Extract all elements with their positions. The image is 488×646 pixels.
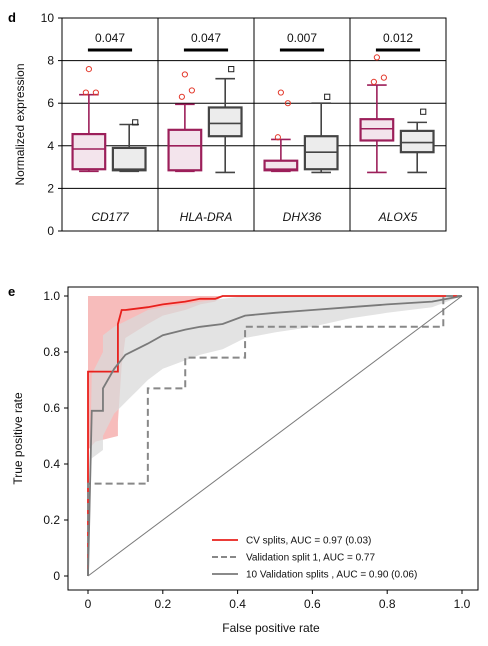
- outlier-point: [132, 119, 139, 126]
- y-tick-label: 2: [47, 181, 54, 195]
- box-iqr: [71, 132, 107, 171]
- outlier-point: [380, 74, 387, 81]
- p-value-label: 0.047: [191, 31, 221, 45]
- y-tick-label: 10: [41, 11, 55, 25]
- x-tick-label: 0.6: [304, 597, 321, 611]
- y-tick-label: 6: [47, 96, 54, 110]
- x-tick-label: 0.8: [379, 597, 396, 611]
- y-tick-label: 1.0: [43, 289, 60, 303]
- box-iqr: [167, 128, 203, 172]
- x-axis-label: False positive rate: [222, 621, 320, 635]
- y-tick-label: 0: [53, 569, 60, 583]
- panel-d-boxplot: 0 2 4 6 8 10 Normalized expression 0.047 CD177 0.…: [13, 11, 447, 238]
- p-value-label: 0.007: [287, 31, 317, 45]
- y-tick-label: 8: [47, 54, 54, 68]
- y-tick-label: 0.2: [43, 513, 60, 527]
- outlier-point: [284, 100, 291, 107]
- y-tick-label: 4: [47, 139, 54, 153]
- outlier-point: [82, 89, 89, 96]
- roc-curve-line: [87, 295, 462, 576]
- y-axis-label: True positive rate: [11, 392, 25, 485]
- y-tick-label: 0.6: [43, 401, 60, 415]
- box-iqr: [111, 146, 147, 172]
- x-tick-label: 0: [85, 597, 92, 611]
- box-iqr: [207, 106, 243, 138]
- y-axis-label: Normalized expression: [13, 63, 27, 185]
- legend-entry: 10 Validation splits , AUC = 0.90 (0.06): [246, 570, 417, 581]
- legend-entry: Validation split 1, AUC = 0.77: [246, 553, 375, 564]
- box-iqr: [263, 159, 299, 172]
- p-value-label: 0.012: [383, 31, 413, 45]
- y-tick-label: 0.8: [43, 345, 60, 359]
- box-iqr: [399, 129, 435, 154]
- x-tick-label: 0.4: [229, 597, 246, 611]
- chance-diagonal-line: [87, 295, 463, 577]
- panel-d-letter: d: [8, 10, 16, 25]
- panel-e-letter: e: [8, 284, 15, 299]
- outlier-point: [188, 87, 195, 94]
- outlier-point: [274, 134, 281, 141]
- p-value-label: 0.047: [95, 31, 125, 45]
- outlier-point: [85, 66, 92, 73]
- outlier-point: [277, 89, 284, 96]
- plot-frame: [67, 286, 479, 591]
- x-tick-label: 1.0: [454, 597, 471, 611]
- outlier-point: [178, 93, 185, 100]
- outlier-point: [324, 93, 331, 100]
- roc-curve-line: [87, 295, 463, 577]
- outlier-point: [92, 89, 99, 96]
- confidence-band: [88, 296, 462, 576]
- gene-label: DHX36: [283, 210, 322, 224]
- y-tick-label: 0.4: [43, 457, 60, 471]
- x-tick-label: 0.2: [154, 597, 171, 611]
- y-tick-label: 0: [47, 224, 54, 238]
- panel-e-roc: 0 0.2 0.4 0.6 0.8 1.0 0 0.2 0.4 0.6 0.8 1.0 False po…: [11, 286, 479, 635]
- outlier-point: [181, 71, 188, 78]
- outlier-point: [228, 66, 235, 73]
- box-iqr: [359, 118, 395, 142]
- outlier-point: [373, 54, 380, 61]
- roc-curve-line: [87, 295, 462, 576]
- legend-entry: CV splits, AUC = 0.97 (0.03): [246, 536, 371, 547]
- gene-label: ALOX5: [378, 210, 418, 224]
- gene-label: HLA-DRA: [180, 210, 233, 224]
- outlier-point: [370, 78, 377, 86]
- gene-label: CD177: [91, 210, 130, 224]
- outlier-point: [420, 108, 427, 115]
